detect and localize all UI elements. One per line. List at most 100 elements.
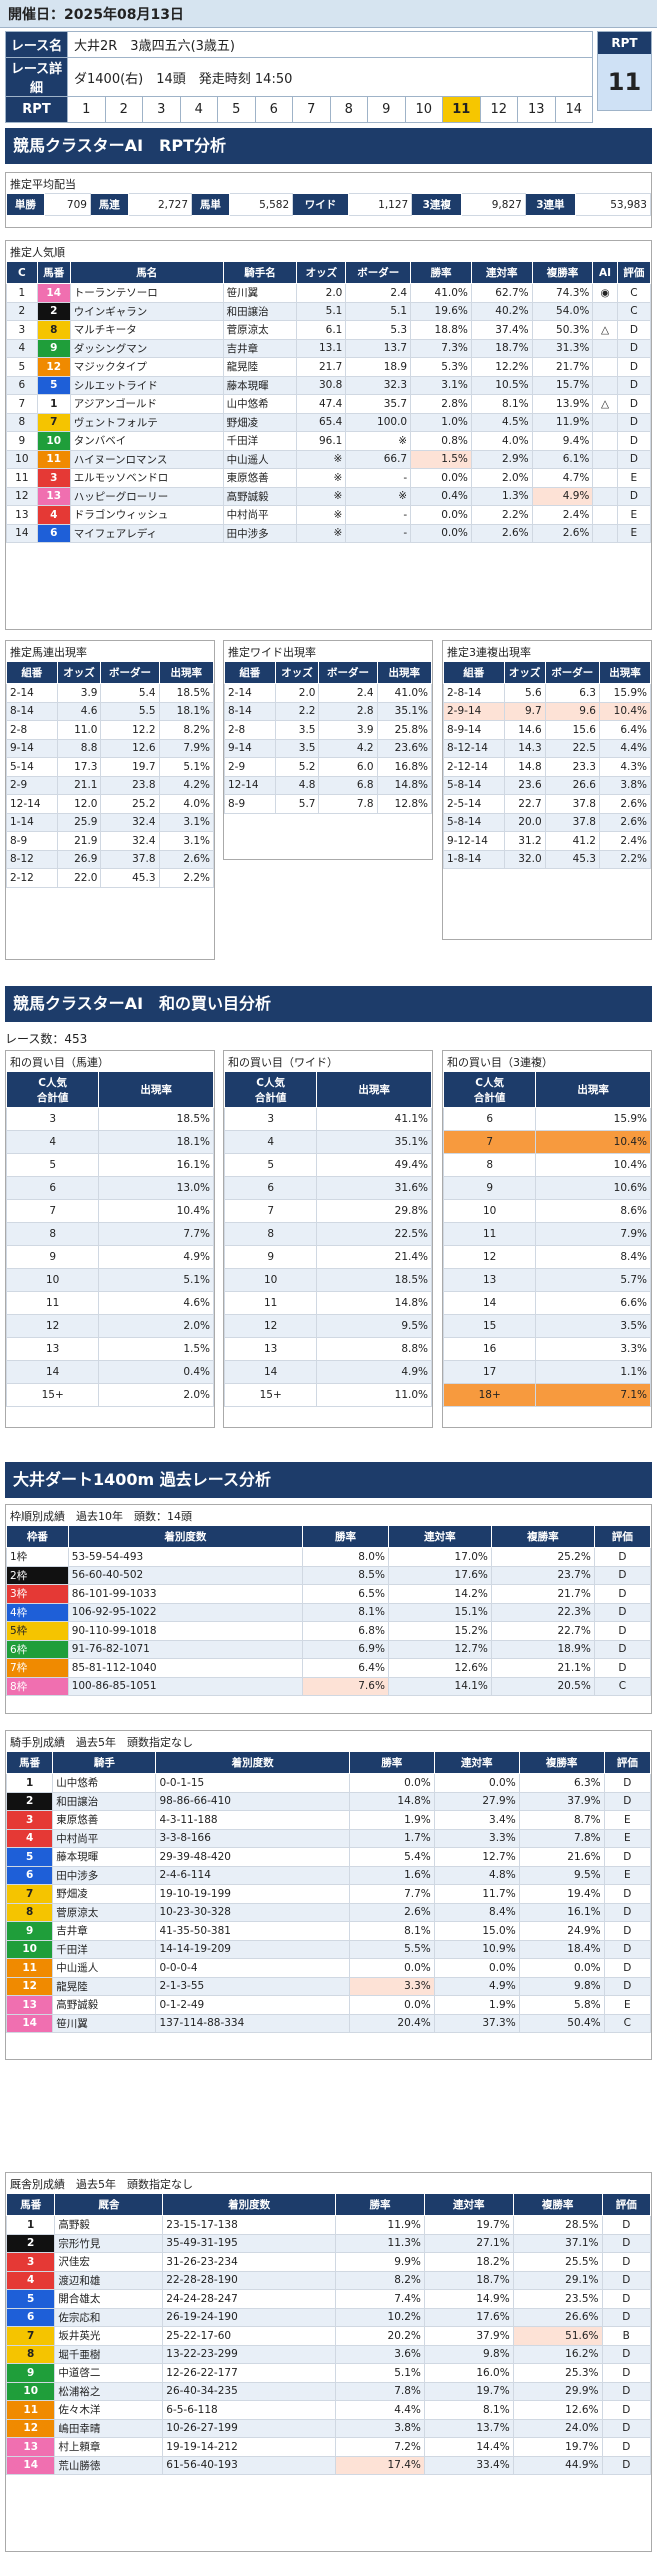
trainer-cell: B: [601, 2326, 652, 2346]
table-row: 5 49.4%: [223, 1153, 432, 1177]
jockey-cell: D: [603, 1847, 652, 1867]
pop-cell: 2: [36, 301, 71, 321]
table-row: 8 7 ヴェントフォルテ 野畑凌 65.4 100.0 1.0% 4.5% 11.9% D: [6, 412, 652, 432]
pop-cell: 7: [36, 412, 71, 432]
waku-cell: 25.2%: [490, 1547, 595, 1567]
payout-label: 単勝: [6, 193, 45, 216]
jockey-header: 連対率: [433, 1751, 520, 1774]
pop-cell: 13.7: [345, 338, 412, 358]
pop-cell: 10: [6, 449, 38, 469]
pop-cell: 100.0: [345, 412, 412, 432]
pop-cell: 山中悠希: [222, 394, 298, 414]
pop-cell: 10: [36, 431, 71, 451]
trainer-cell: 12.6%: [512, 2400, 603, 2420]
waku-cell: D: [593, 1639, 652, 1659]
trainer-title: 厩舎別成績 過去5年 頭数指定なし: [6, 2173, 651, 2193]
jockey-cell: 0.0%: [518, 1958, 605, 1978]
race-number-cell[interactable]: 5: [217, 96, 256, 123]
pair-cell: 37.8: [544, 794, 600, 814]
race-number-cell[interactable]: 6: [254, 96, 293, 123]
race-number-cell[interactable]: 3: [142, 96, 181, 123]
umaren-table: 組番 オッズ ボーダー 出現率 2-14 3.9 5.4 18.5% 8-14 4.6 5.5 18.…: [6, 661, 215, 888]
race-number-cell[interactable]: 1: [67, 96, 106, 123]
pair-cell: 3.1%: [158, 831, 215, 851]
race-number-cell[interactable]: 14: [554, 96, 593, 123]
pop-cell: 12: [36, 357, 71, 377]
waku-cell: D: [593, 1602, 652, 1622]
jockey-cell: 8.7%: [518, 1810, 605, 1830]
wa-cell: 16: [442, 1337, 537, 1361]
jockey-cell: D: [603, 1773, 652, 1793]
wa-wide-table: C人気 合計値 出現率 3 41.1% 4 35.1% 5 49.4% 6 31.6% 7 29.8%…: [223, 1071, 432, 1407]
trainer-cell: 19-19-14-212: [162, 2437, 337, 2457]
trainer-cell: 10-26-27-199: [162, 2418, 337, 2438]
pair-cell: 26.6: [544, 775, 600, 795]
waku-cell: 1枠: [6, 1547, 69, 1567]
jockey-cell: 27.9%: [433, 1791, 520, 1811]
trainer-header: 複勝率: [512, 2193, 603, 2216]
pair-cell: 5.1%: [158, 757, 215, 777]
wa-cell: 6: [5, 1176, 100, 1200]
pair-cell: 3.9: [56, 683, 102, 703]
trainer-cell: 20.2%: [335, 2326, 425, 2346]
race-number-cell[interactable]: 11: [442, 96, 481, 123]
jockey-cell: 14.8%: [348, 1791, 435, 1811]
jockey-cell: 龍晃陸: [52, 1976, 157, 1996]
pop-cell: C: [616, 283, 652, 303]
trainer-cell: 18.7%: [423, 2270, 514, 2290]
jockey-cell: 9.8%: [518, 1976, 605, 1996]
pair-cell: 21.9: [56, 831, 102, 851]
table-row: 8 10.4%: [442, 1153, 651, 1177]
pair-cell: 5.4: [100, 683, 160, 703]
race-number-cell[interactable]: 9: [367, 96, 406, 123]
table-row: 11 14.8%: [223, 1291, 432, 1315]
jockey-cell: 11: [5, 1958, 54, 1978]
table-row: 12 2.0%: [5, 1314, 214, 1338]
pop-cell: 2.6%: [531, 523, 594, 543]
race-number-cell[interactable]: 4: [179, 96, 218, 123]
pop-cell: 和田譲治: [222, 301, 298, 321]
jockey-cell: 6: [5, 1865, 54, 1885]
trainer-cell: 13.7%: [423, 2418, 514, 2438]
table-row: 7枠 85-81-112-1040 6.4% 12.6% 21.1% D: [6, 1658, 652, 1678]
table-row: 1枠 53-59-54-493 8.0% 17.0% 25.2% D: [6, 1547, 652, 1567]
pop-cell: [592, 468, 618, 488]
pop-cell: 13.1: [296, 338, 347, 358]
table-row: 1 山中悠希 0-0-1-15 0.0% 0.0% 6.3% D: [5, 1773, 652, 1793]
waku-cell: D: [593, 1565, 652, 1585]
jockey-cell: 野畑凌: [52, 1884, 157, 1904]
wa-header-rate: 出現率: [98, 1071, 214, 1108]
pair-cell: 4.2: [318, 738, 378, 758]
pair-cell: 14.3: [503, 738, 546, 758]
pop-cell: 18.8%: [410, 320, 472, 340]
jockey-cell: D: [603, 1791, 652, 1811]
pair-cell: 2.2%: [598, 849, 652, 869]
race-number-cell[interactable]: 12: [479, 96, 518, 123]
wide-box: 推定ワイド出現率 組番 オッズ ボーダー 出現率 2-14 2.0 2.4 41.0% 8-14…: [223, 640, 433, 860]
trainer-cell: 19.7%: [512, 2437, 603, 2457]
pop-cell: 3.1%: [410, 375, 472, 395]
trainer-cell: D: [601, 2363, 652, 2383]
trainer-cell: 4: [5, 2270, 56, 2290]
wa-cell: 18.1%: [98, 1130, 214, 1154]
trainer-cell: 8.2%: [335, 2270, 425, 2290]
jockey-cell: 0.0%: [433, 1958, 520, 1978]
pop-cell: 野畑凌: [222, 412, 298, 432]
table-row: 8 堀千亜樹 13-22-23-299 3.6% 9.8% 16.2% D: [5, 2344, 652, 2364]
table-row: 9 中道啓二 12-26-22-177 5.1% 16.0% 25.3% D: [5, 2363, 652, 2383]
pop-cell: ダッシングマン: [69, 338, 224, 358]
race-number-cell[interactable]: 8: [329, 96, 368, 123]
race-number-cell[interactable]: 13: [517, 96, 556, 123]
pop-cell: 40.2%: [470, 301, 533, 321]
pair-cell: 9-12-14: [443, 831, 505, 851]
race-number-cell[interactable]: 2: [104, 96, 143, 123]
race-number-cell[interactable]: 10: [404, 96, 443, 123]
pop-cell: 62.7%: [470, 283, 533, 303]
pop-cell: ヴェントフォルテ: [69, 412, 224, 432]
table-row: 8枠 100-86-85-1051 7.6% 14.1% 20.5% C: [6, 1676, 652, 1696]
pop-header: 評価: [616, 261, 652, 284]
pop-cell: C: [616, 301, 652, 321]
race-number-cell[interactable]: 7: [292, 96, 331, 123]
table-row: 5-8-14 23.6 26.6 3.8%: [443, 775, 652, 795]
pair-header: 組番: [6, 661, 58, 684]
